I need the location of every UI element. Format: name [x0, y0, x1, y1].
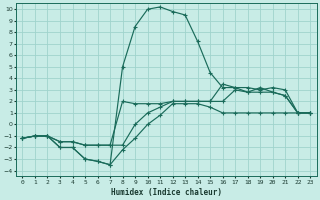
X-axis label: Humidex (Indice chaleur): Humidex (Indice chaleur) — [111, 188, 222, 197]
